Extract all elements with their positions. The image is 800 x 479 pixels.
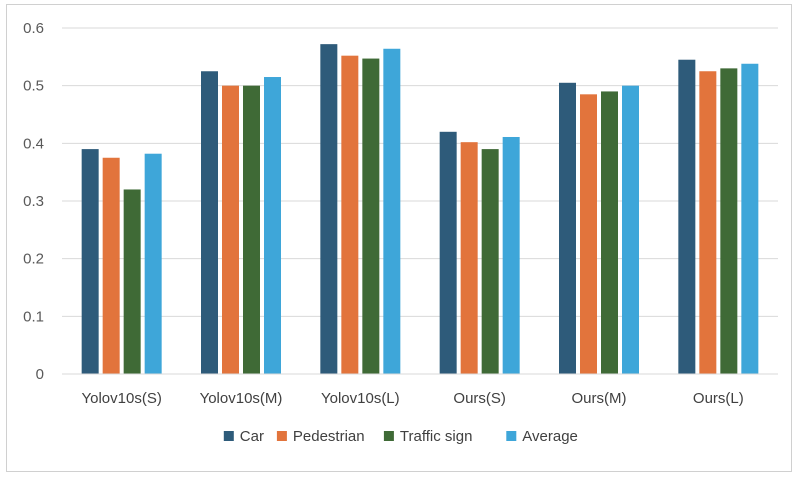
y-tick-label: 0 bbox=[36, 366, 44, 383]
bar-pedestrian bbox=[460, 142, 478, 374]
bar-car bbox=[320, 44, 338, 374]
legend-swatch bbox=[383, 431, 394, 441]
bar-traffic-sign bbox=[362, 58, 380, 375]
bar-pedestrian bbox=[222, 85, 239, 375]
x-tick-label: Ours(S) bbox=[453, 390, 506, 407]
bar-traffic-sign bbox=[601, 91, 618, 374]
legend-label: Pedestrian bbox=[293, 428, 365, 445]
bar-car bbox=[678, 59, 696, 374]
y-tick-label: 0.5 bbox=[23, 78, 44, 95]
legend-swatch bbox=[223, 431, 234, 441]
y-tick-label: 0.2 bbox=[23, 251, 44, 268]
bar-car bbox=[439, 131, 457, 374]
bar-pedestrian bbox=[580, 94, 597, 375]
x-axis: Yolov10s(S) Yolov10s(M) Yolov10s(L) Ours(S)… bbox=[62, 373, 778, 407]
legend-swatch bbox=[276, 431, 287, 441]
legend: Car Pedestrian Traffic sign Average bbox=[223, 428, 578, 445]
bars bbox=[81, 44, 759, 375]
bar-car bbox=[201, 71, 218, 374]
y-tick-label: 0.1 bbox=[23, 308, 44, 325]
bar-traffic-sign bbox=[123, 189, 141, 374]
y-tick-label: 0.6 bbox=[23, 20, 44, 37]
bar-average bbox=[502, 136, 520, 374]
x-tick-label: Yolov10s(M) bbox=[200, 390, 283, 407]
bar-average bbox=[622, 85, 639, 375]
bar-car bbox=[81, 149, 99, 374]
x-tick-label: Ours(L) bbox=[693, 390, 744, 407]
legend-label: Average bbox=[522, 428, 578, 445]
y-tick-label: 0.4 bbox=[23, 135, 44, 152]
bar-average bbox=[144, 153, 162, 374]
legend-label: Traffic sign bbox=[400, 428, 473, 445]
bar-average bbox=[741, 63, 759, 375]
bar-pedestrian bbox=[102, 157, 120, 374]
bar-traffic-sign bbox=[243, 85, 260, 375]
bar-average bbox=[264, 77, 281, 375]
legend-label: Car bbox=[240, 428, 264, 445]
bar-car bbox=[559, 82, 576, 375]
y-axis-ticks: 0 0.1 0.2 0.3 0.4 0.5 0.6 bbox=[23, 20, 44, 383]
bar-pedestrian bbox=[341, 55, 359, 375]
gridlines bbox=[62, 27, 778, 317]
x-tick-label: Ours(M) bbox=[572, 390, 627, 407]
bar-traffic-sign bbox=[720, 68, 738, 374]
bar-traffic-sign bbox=[481, 149, 499, 374]
bar-pedestrian bbox=[699, 71, 717, 374]
legend-swatch bbox=[506, 431, 517, 441]
bar-average bbox=[383, 48, 401, 374]
y-tick-label: 0.3 bbox=[23, 193, 44, 210]
x-tick-label: Yolov10s(S) bbox=[82, 390, 162, 407]
x-tick-label: Yolov10s(L) bbox=[321, 390, 400, 407]
